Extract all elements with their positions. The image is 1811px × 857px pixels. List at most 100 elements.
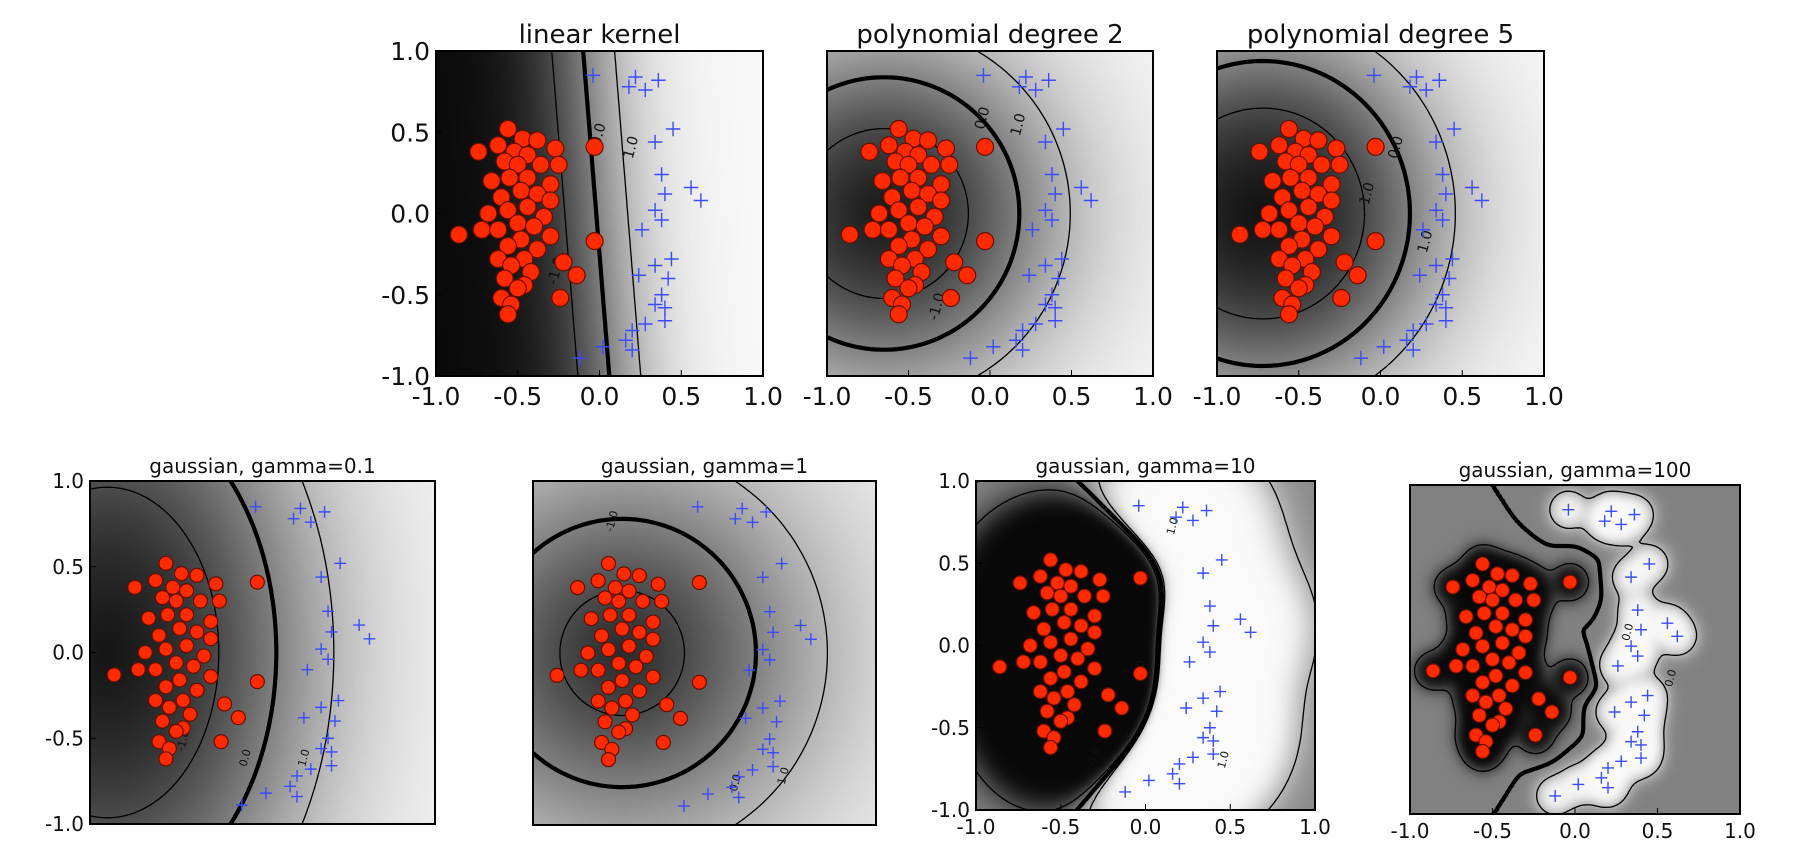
class-b-point (732, 791, 745, 804)
class-b-point (743, 664, 756, 677)
x-tick-label: 1.0 (1724, 819, 1756, 843)
class-b-point (677, 800, 690, 813)
class-b-point (1428, 203, 1444, 218)
class-a-point (1348, 266, 1367, 285)
contour-label: 1.0 (775, 766, 792, 786)
class-a-point (1270, 136, 1289, 155)
class-a-point (1305, 217, 1325, 236)
y-tick-label: 0.0 (52, 641, 84, 665)
class-a-point (168, 723, 184, 739)
x-tick-label: 0.5 (1642, 819, 1674, 843)
class-b-point (291, 770, 303, 782)
class-a-point (650, 576, 666, 592)
class-a-point (1335, 253, 1354, 272)
class-a-point (179, 607, 195, 623)
class-a-point (161, 699, 177, 715)
contour-label: 0.0 (1086, 746, 1103, 766)
class-a-point (1279, 201, 1299, 220)
class-a-point (158, 555, 174, 571)
class-b-point (1464, 180, 1480, 195)
class-a-point (168, 655, 184, 671)
class-b-point (585, 68, 601, 83)
class-b-point (1215, 554, 1228, 566)
class-a-point (1044, 601, 1060, 617)
class-a-point (1132, 570, 1149, 586)
class-a-point (1260, 204, 1279, 223)
class-b-point (739, 712, 752, 725)
class-b-point (315, 742, 328, 755)
class-a-point (1465, 658, 1481, 674)
class-a-point (1095, 588, 1111, 604)
class-a-point (1263, 171, 1282, 191)
class-b-point (1074, 180, 1089, 195)
class-a-point (945, 253, 964, 272)
class-a-point (583, 610, 599, 627)
class-a-point (1281, 168, 1300, 187)
class-a-point (931, 227, 951, 246)
class-a-point (1322, 227, 1341, 246)
class-a-point (179, 583, 195, 599)
class-b-point (1038, 203, 1053, 218)
class-b-point (1608, 706, 1621, 718)
class-a-point (1292, 181, 1312, 200)
class-b-point (1244, 626, 1257, 639)
class-a-point (593, 628, 610, 644)
class-b-point (1028, 316, 1043, 332)
class-a-point (635, 593, 651, 610)
class-b-point (1602, 781, 1614, 794)
class-b-point (1409, 69, 1424, 85)
class-a-point (1332, 288, 1351, 308)
plot-frame (532, 480, 877, 826)
class-a-point (691, 574, 707, 591)
class-a-point (1073, 674, 1089, 690)
class-a-point (511, 181, 531, 200)
class-b-point (691, 500, 704, 513)
class-a-point (691, 674, 707, 690)
class-b-point (1438, 186, 1454, 202)
class-a-point (631, 624, 647, 640)
class-a-point (585, 137, 604, 156)
class-a-point (1087, 608, 1103, 624)
class-a-point (203, 614, 219, 630)
class-b-point (1435, 167, 1450, 182)
class-a-point (1039, 585, 1055, 601)
class-b-point (318, 505, 331, 518)
class-a-point (1015, 654, 1032, 670)
class-b-point (651, 73, 666, 88)
class-a-point (106, 667, 122, 683)
class-b-point (325, 746, 338, 758)
class-a-point (1276, 269, 1295, 288)
class-b-point (1187, 751, 1199, 764)
chart-panel-4: 0.0 1.0 -1.0 gaussian, gamma=0.1 1.0 0.5 0.0 -0… (45, 454, 436, 836)
class-a-point (621, 607, 637, 623)
contour-label: -1.0 (603, 509, 621, 533)
class-b-point (1047, 313, 1063, 328)
class-a-point (1250, 142, 1269, 161)
class-b-point (1142, 774, 1155, 787)
class-a-point (495, 269, 514, 288)
class-b-point (1661, 617, 1674, 630)
class-a-point (1504, 678, 1520, 694)
class-b-point (1207, 748, 1220, 761)
class-a-point (203, 631, 219, 647)
class-b-point (1631, 725, 1644, 738)
class-b-point (618, 333, 633, 348)
class-a-point (889, 119, 908, 139)
class-b-point (1611, 660, 1624, 672)
class-a-point (600, 641, 617, 658)
x-tick-label: -0.5 (1473, 819, 1512, 843)
class-a-point (860, 142, 879, 161)
class-a-point (940, 155, 959, 174)
class-a-point (1073, 563, 1089, 580)
chart-title: polynomial degree 2 (856, 20, 1123, 50)
class-b-point (1203, 721, 1216, 734)
class-a-point (1046, 690, 1062, 706)
class-b-point (1083, 193, 1099, 208)
class-a-point (1279, 236, 1299, 256)
class-b-point (647, 258, 663, 273)
y-tick-label: 1.0 (390, 37, 430, 66)
class-a-point (1488, 668, 1504, 684)
decision-boundary-line (1217, 58, 1412, 369)
class-a-point (1279, 305, 1299, 324)
